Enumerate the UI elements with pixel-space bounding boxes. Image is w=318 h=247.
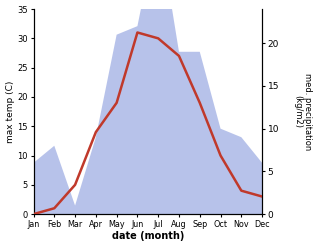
Y-axis label: med. precipitation
(kg/m2): med. precipitation (kg/m2) xyxy=(293,73,313,150)
Y-axis label: max temp (C): max temp (C) xyxy=(5,80,15,143)
X-axis label: date (month): date (month) xyxy=(112,231,184,242)
